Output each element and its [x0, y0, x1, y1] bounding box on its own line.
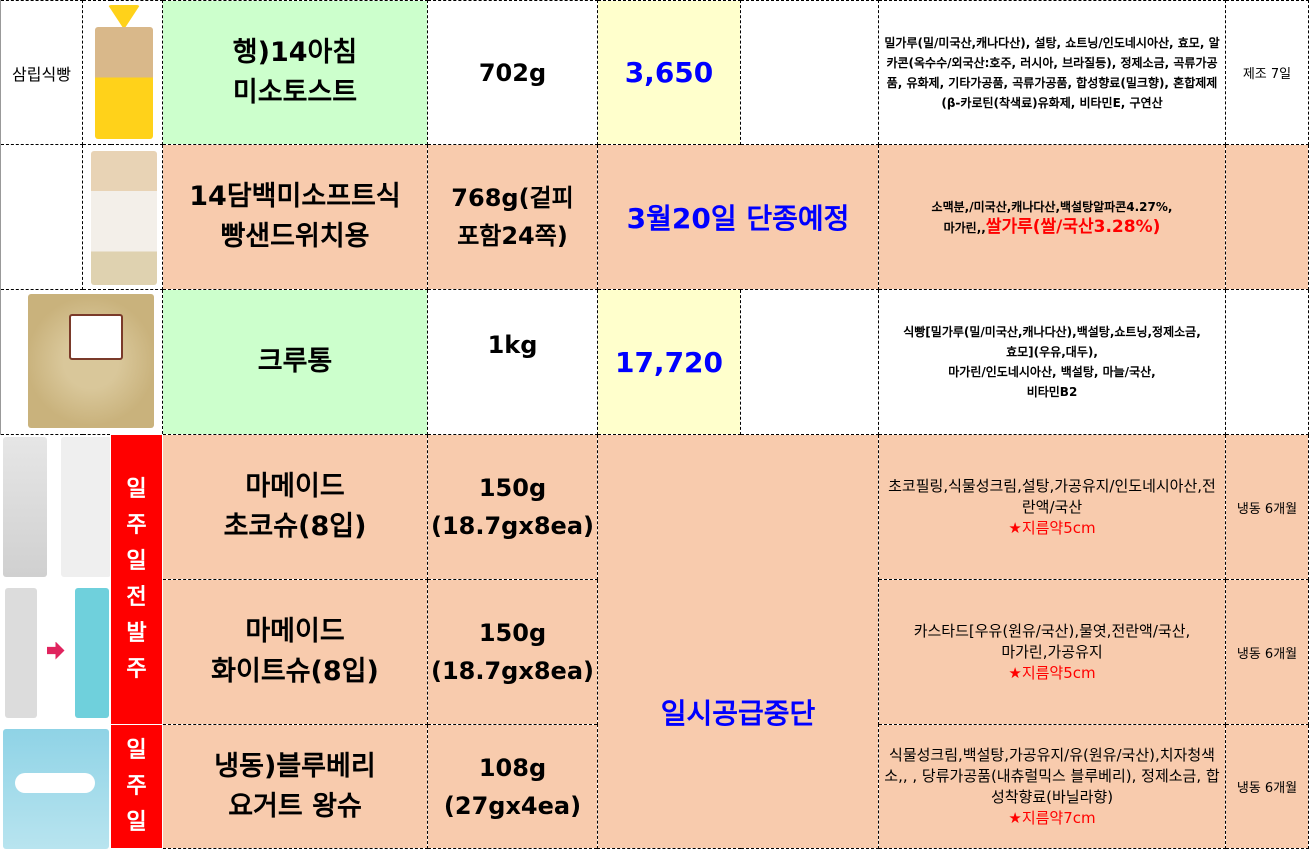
product-name: 마메이드 화이트슈(8입): [162, 579, 428, 725]
ingredients: 카스타드[우유(원유/국산),물엿,전란액/국산, 마가린,가공유지 ★지름약5cm: [878, 579, 1226, 725]
product-name: 행)14아침 미소토스트: [162, 0, 428, 145]
product-image-protein-bread: [82, 144, 163, 290]
product-price: 17,720: [597, 289, 741, 435]
brand-cell: 삼립식빵: [0, 0, 83, 145]
product-name: 마메이드 초코슈(8입): [162, 434, 428, 580]
product-image-choco-choux: [1, 435, 111, 580]
table-row: 마메이드 화이트슈(8입) 150g (18.7gx8ea) 카스타드[우유(원유/…: [1, 579, 1309, 725]
shelf-life: 냉동 6개월: [1225, 579, 1309, 725]
table-row: 삼립식빵 행)14아침 미소토스트 702g 3,650 밀가루(밀/미국산,캐나…: [0, 0, 1309, 145]
table-row: 14담백미소프트식 빵샌드위치용 768g(겉피 포함24쪽) 3월20일 단종예정…: [0, 144, 1309, 290]
product-image-white-choux: [1, 580, 111, 725]
shelf-life: 제조 7일: [1225, 0, 1309, 145]
product-weight: 150g (18.7gx8ea): [427, 434, 598, 580]
ingredients: 식물성크림,백설탕,가공유지/유(원유/국산),치자청색소,, , 당류가공품(…: [878, 724, 1226, 849]
ingredients: 초코필링,식물성크림,설탕,가공유지/인도네시아산,전란액/국산 ★지름약5cm: [878, 434, 1226, 580]
product-weight: 768g(겉피 포함24쪽): [427, 144, 598, 290]
ingredients: 밀가루(밀/미국산,캐나다산), 설탕, 쇼트닝/인도네시아산, 효모, 알카콘…: [878, 0, 1226, 145]
shelf-life: [1225, 289, 1309, 435]
shelf-life: [1225, 144, 1309, 290]
product-price: 3,650: [597, 0, 741, 145]
discontinue-notice: 3월20일 단종예정: [597, 144, 879, 290]
product-weight: 1kg: [427, 289, 598, 435]
supply-suspended-notice: 일시공급중단: [597, 434, 879, 849]
shelf-life: 냉동 6개월: [1225, 434, 1309, 580]
product-weight: 702g: [427, 0, 598, 145]
product-name: 14담백미소프트식 빵샌드위치용: [162, 144, 428, 290]
product-name: 냉동)블루베리 요거트 왕슈: [162, 724, 428, 849]
table-row: 크루통 1kg 17,720 식빵[밀가루(밀/미국산,캐나다산),백설탕,쇼트…: [0, 289, 1309, 435]
shelf-life: 냉동 6개월: [1225, 724, 1309, 849]
product-image-crouton: [0, 289, 163, 435]
ingredients: 소맥분,/미국산,캐나다산,백설탕알파콘4.27%, 마가린,,쌀가루(쌀/국산3…: [878, 144, 1226, 290]
brand-cell: [0, 144, 83, 290]
empty-cell: [740, 289, 879, 435]
product-name: 크루통: [162, 289, 428, 435]
product-weight: 150g (18.7gx8ea): [427, 579, 598, 725]
product-image-toast: [82, 0, 163, 145]
product-weight: 108g (27gx4ea): [427, 724, 598, 849]
ingredients: 식빵[밀가루(밀/미국산,캐나다산),백설탕,쇼트닝,정제소금, 효모](우유,대…: [878, 289, 1226, 435]
product-image-blueberry-choux: [1, 725, 111, 849]
empty-cell: [740, 0, 879, 145]
